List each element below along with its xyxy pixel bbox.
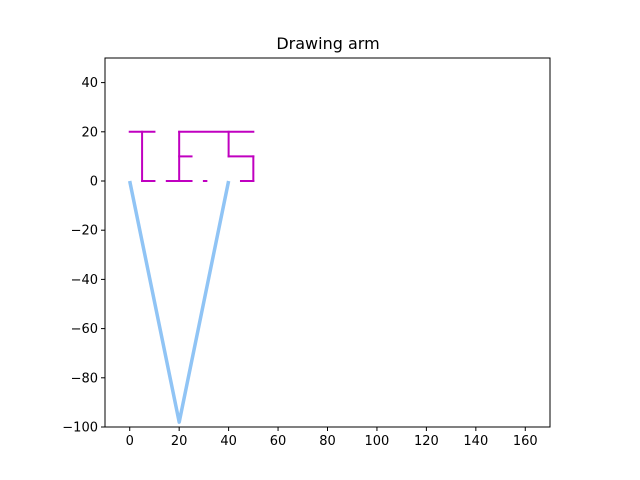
y-tick-label: 0 xyxy=(90,175,98,190)
y-tick-label: −60 xyxy=(71,322,98,337)
x-tick-label: 120 xyxy=(414,434,439,449)
y-tick-label: −20 xyxy=(71,224,98,239)
x-tick-label: 0 xyxy=(126,434,134,449)
x-tick-label: 20 xyxy=(171,434,188,449)
y-tick-label: −40 xyxy=(71,273,98,288)
x-tick-label: 100 xyxy=(365,434,390,449)
chart-title: Drawing arm xyxy=(276,34,379,53)
x-tick-label: 40 xyxy=(220,434,237,449)
y-tick-label: −80 xyxy=(71,371,98,386)
x-tick-label: 60 xyxy=(270,434,287,449)
plot-area xyxy=(127,130,255,424)
axes: 0 20 40 60 80 100 120 140 160 −100 −80 −60 −40 −20 0 20… xyxy=(62,57,551,449)
y-tick-label: −100 xyxy=(62,421,98,436)
x-tick-label: 80 xyxy=(319,434,336,449)
y-tick-label: 40 xyxy=(81,76,98,91)
x-tick-label: 160 xyxy=(513,434,538,449)
arm-line xyxy=(127,180,231,424)
x-tick-label: 140 xyxy=(463,434,488,449)
y-tick-label: 20 xyxy=(81,125,98,140)
